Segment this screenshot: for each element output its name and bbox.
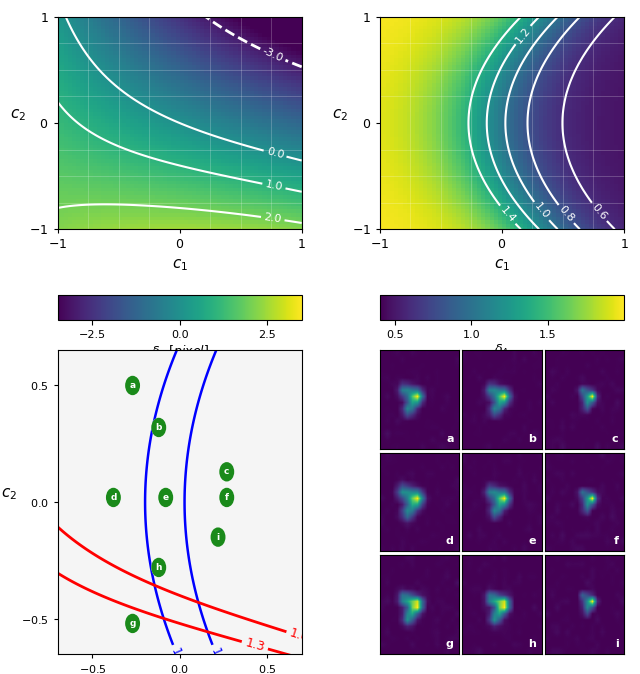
X-axis label: $\delta_A$: $\delta_A$ [495,342,509,358]
Text: -3.0: -3.0 [284,329,311,354]
Text: 2.0: 2.0 [263,212,282,225]
Text: 0.0: 0.0 [265,146,285,160]
X-axis label: $c_1$: $c_1$ [172,257,188,272]
Circle shape [126,615,140,632]
Text: b: b [156,423,162,432]
Text: 1.0: 1.0 [264,179,284,193]
Text: c: c [224,467,230,477]
Circle shape [211,528,225,546]
Text: 0.6: 0.6 [589,202,609,222]
Text: c: c [612,434,618,444]
Text: 1.4: 1.4 [498,205,517,225]
Y-axis label: $c_2$: $c_2$ [332,107,349,123]
Text: 1.3: 1.3 [244,636,266,654]
Text: a: a [446,434,454,444]
Text: 0.8: 0.8 [557,204,575,224]
Y-axis label: $c_2$: $c_2$ [1,487,17,502]
Text: 1.0: 1.0 [208,646,228,669]
Text: 1.2: 1.2 [513,25,532,45]
Circle shape [126,377,140,394]
Circle shape [152,559,165,576]
Text: -3.0: -3.0 [261,46,285,64]
Text: 1.3: 1.3 [168,646,188,669]
Text: e: e [529,537,536,547]
Text: a: a [129,381,136,390]
Circle shape [107,489,120,506]
Text: 1.0: 1.0 [288,627,311,645]
Text: i: i [216,532,220,542]
Text: 1.0: 1.0 [532,202,551,221]
Text: h: h [528,639,536,649]
X-axis label: $c_1$: $c_1$ [494,257,510,272]
Text: d: d [110,493,116,502]
X-axis label: $\delta_S$ $[pixel]$: $\delta_S$ $[pixel]$ [150,342,209,360]
Text: b: b [528,434,536,444]
Circle shape [220,489,234,506]
Text: i: i [614,639,618,649]
Text: g: g [445,639,454,649]
Text: f: f [614,537,618,547]
Circle shape [220,463,234,481]
Text: g: g [129,619,136,628]
Circle shape [152,419,165,436]
Text: f: f [225,493,228,502]
Text: h: h [156,563,162,572]
Text: d: d [445,537,454,547]
Y-axis label: $c_2$: $c_2$ [10,107,26,123]
Text: e: e [163,493,169,502]
Circle shape [159,489,172,506]
